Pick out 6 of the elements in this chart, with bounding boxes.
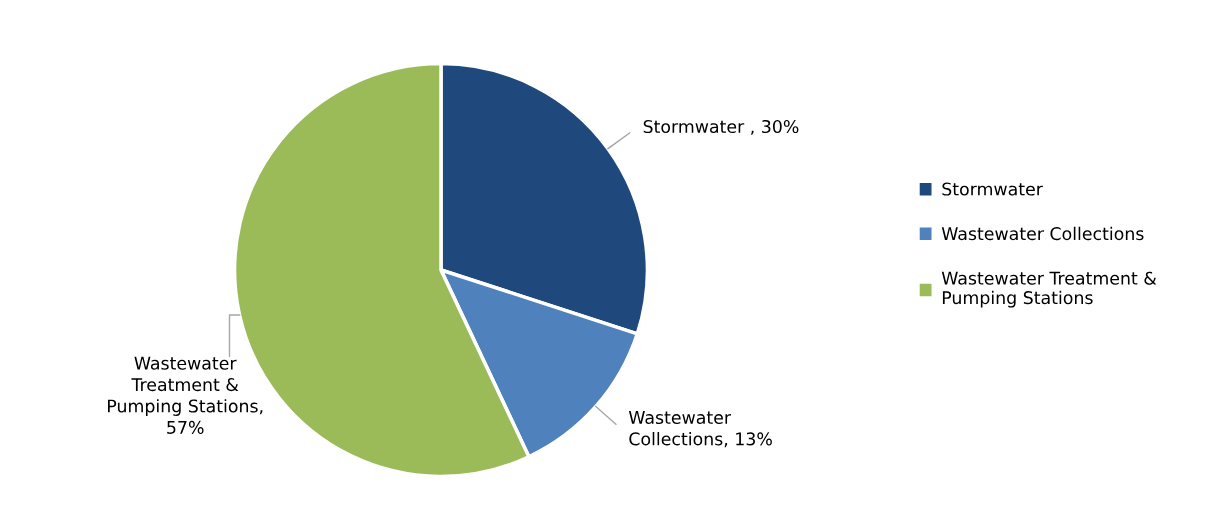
data-label: Wastewater Collections, 13%	[628, 411, 772, 448]
data-label: Stormwater , 30%	[643, 119, 799, 135]
legend-label: Wastewater Collections	[941, 226, 1144, 241]
legend-label: Wastewater Treatment & Pumping Stations	[941, 271, 1157, 308]
data-label: Wastewater Treatment & Pumping Stations, 57%	[108, 356, 263, 434]
legend-label: Stormwater	[942, 182, 1043, 196]
